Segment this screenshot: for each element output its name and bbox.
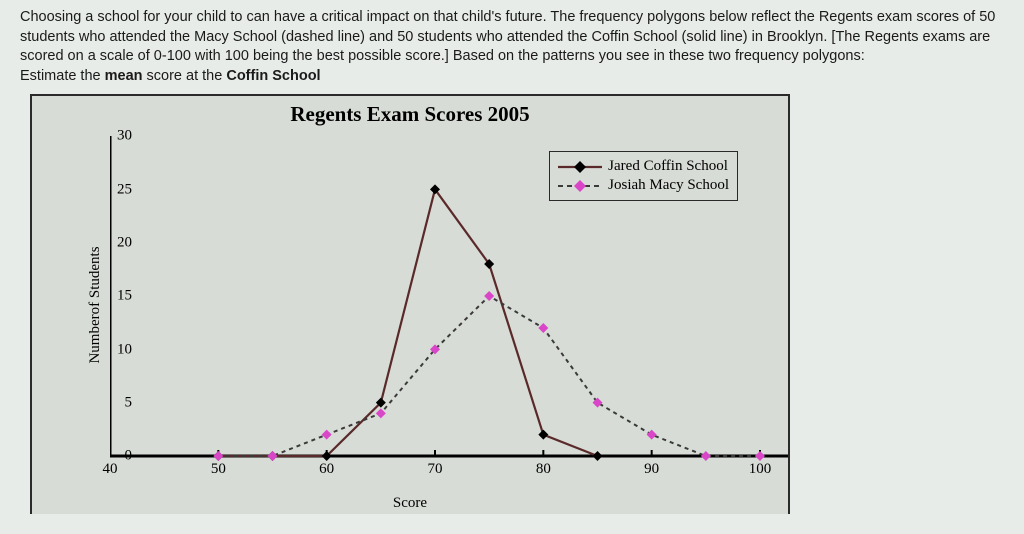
legend-label-macy: Josiah Macy School bbox=[608, 177, 729, 194]
x-tick-label: 90 bbox=[644, 461, 659, 478]
x-tick-label: 50 bbox=[211, 461, 226, 478]
question-prompt-bold1: mean bbox=[105, 68, 143, 84]
x-tick-label: 60 bbox=[319, 461, 334, 478]
y-tick-label: 0 bbox=[125, 448, 133, 465]
y-tick-label: 10 bbox=[117, 341, 132, 358]
x-tick-label: 40 bbox=[103, 461, 118, 478]
legend: Jared Coffin School Josiah Macy School bbox=[549, 151, 738, 201]
x-tick-label: 70 bbox=[428, 461, 443, 478]
question-prompt-bold2: Coffin School bbox=[226, 68, 320, 84]
x-tick-label: 100 bbox=[749, 461, 772, 478]
y-tick-label: 20 bbox=[117, 234, 132, 251]
legend-label-coffin: Jared Coffin School bbox=[608, 158, 728, 175]
question-text: Choosing a school for your child to can … bbox=[20, 8, 1004, 86]
chart-title: Regents Exam Scores 2005 bbox=[32, 102, 788, 127]
y-tick-label: 5 bbox=[125, 394, 133, 411]
y-tick-label: 15 bbox=[117, 288, 132, 305]
legend-row-macy: Josiah Macy School bbox=[558, 176, 729, 195]
question-prompt-mid: score at the bbox=[143, 68, 227, 84]
legend-row-coffin: Jared Coffin School bbox=[558, 157, 729, 176]
legend-swatch-coffin bbox=[558, 160, 602, 174]
chart-frame: Regents Exam Scores 2005 Numberof Studen… bbox=[30, 94, 790, 514]
y-tick-label: 25 bbox=[117, 181, 132, 198]
question-prompt-prefix: Estimate the bbox=[20, 68, 105, 84]
y-tick-label: 30 bbox=[117, 128, 132, 145]
x-tick-label: 80 bbox=[536, 461, 551, 478]
question-paragraph: Choosing a school for your child to can … bbox=[20, 9, 995, 64]
y-axis-label: Numberof Students bbox=[87, 247, 104, 364]
x-axis-label: Score bbox=[393, 495, 427, 512]
legend-swatch-macy bbox=[558, 179, 602, 193]
